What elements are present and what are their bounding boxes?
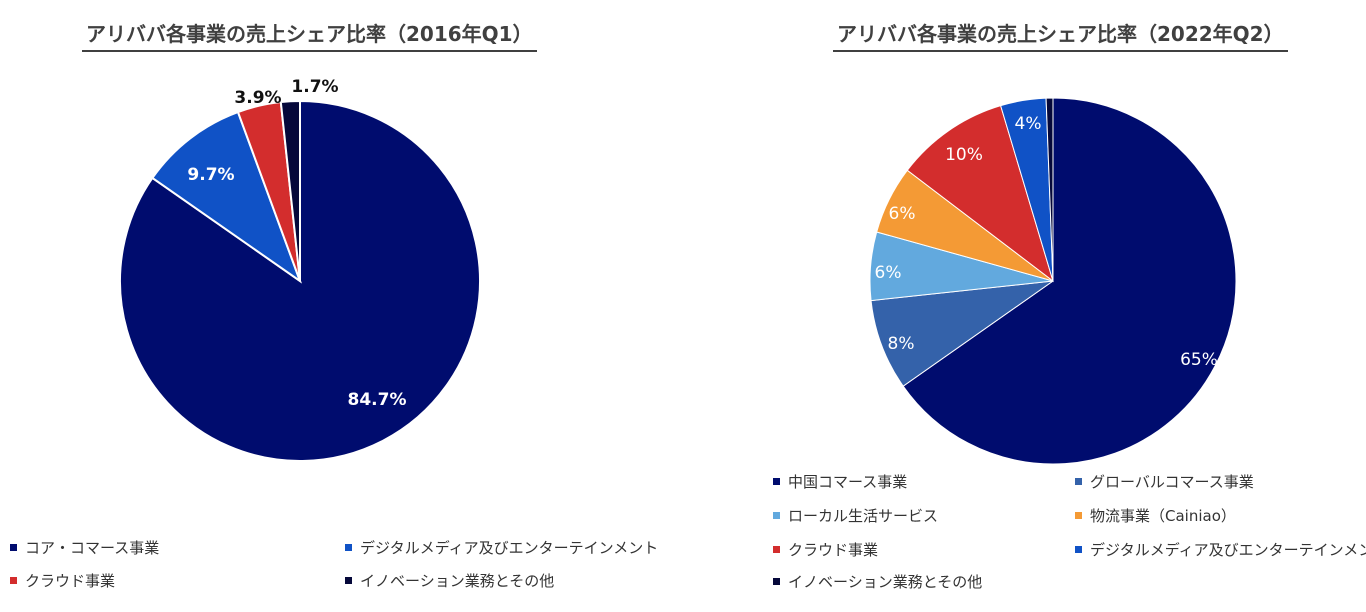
data-label-2022-0: 65% [1180,350,1218,370]
legend-item: ローカル生活サービス [773,505,938,526]
legend-label: 中国コマース事業 [788,473,908,491]
legend-label: コア・コマース事業 [25,539,160,557]
legend-swatch [773,578,780,585]
legend-label: グローバルコマース事業 [1090,473,1254,491]
data-label-2016-2: 3.9% [234,88,281,108]
legend-swatch [773,512,780,519]
pie-slice-2022-4 [906,105,1054,283]
legend-item: イノベーション業務とその他 [773,571,982,592]
legend-label: クラウド事業 [25,572,116,590]
legend-swatch [1075,512,1082,519]
legend-item: デジタルメディア及びエンターテインメント [345,537,658,558]
pie-slice-2016-3 [279,99,301,282]
pie-slice-2022-0 [902,97,1237,465]
legend-label: デジタルメディア及びエンターテインメント [1090,541,1366,559]
legend-item: 中国コマース事業 [773,471,907,492]
legend-label: デジタルメディア及びエンターテインメント [360,539,659,557]
data-label-2016-1: 9.7% [187,165,234,185]
legend-item: クラウド事業 [10,570,115,591]
legend-swatch [773,478,780,485]
chart-title-2022: アリババ各事業の売上シェア比率（2022年Q2） [833,20,1288,52]
data-label-2022-5: 4% [1015,114,1042,134]
legend-label: ローカル生活サービス [788,507,939,525]
legend-swatch [345,544,352,551]
legend-item: 物流事業（Cainiao） [1075,505,1236,526]
pie-slice-2022-6 [1045,97,1054,282]
legend-label: イノベーション業務とその他 [360,572,555,590]
data-label-2022-2: 6% [875,263,902,283]
legend-item: デジタルメディア及びエンターテインメント [1075,539,1366,560]
pie-chart-2022: 65% 8% 6% 6% 10% 4% [869,97,1237,465]
chart-panel-2022: アリババ各事業の売上シェア比率（2022年Q2） 65% 8% 6% 6% 10% 4% … [683,0,1366,612]
legend-swatch [773,546,780,553]
data-label-2016-3: 1.7% [291,77,338,97]
chart-title-2016: アリババ各事業の売上シェア比率（2016年Q1） [82,20,537,52]
legend-item: クラウド事業 [773,539,878,560]
legend-item: コア・コマース事業 [10,537,159,558]
legend-label: クラウド事業 [788,541,879,559]
legend-label: イノベーション業務とその他 [788,573,983,591]
data-label-2022-1: 8% [888,334,915,354]
legend-swatch [10,577,17,584]
pie-slice-2016-1 [151,110,303,284]
data-label-2022-3: 6% [889,204,916,224]
legend-swatch [1075,546,1082,553]
legend-label: 物流事業（Cainiao） [1090,507,1236,525]
chart-panel-2016: アリババ各事業の売上シェア比率（2016年Q1） 84.7% 9.7% 3.9% 1.… [10,20,658,591]
data-label-2022-4: 10% [945,145,983,165]
legend-item: グローバルコマース事業 [1075,471,1254,492]
legend-swatch [10,544,17,551]
pie-slice-2022-1 [870,280,1054,387]
legend-item: イノベーション業務とその他 [345,570,554,591]
data-label-2016-0: 84.7% [348,390,407,410]
legend-swatch [1075,478,1082,485]
legend-swatch [345,577,352,584]
pie-chart-2016: 84.7% 9.7% 3.9% 1.7% [119,77,481,462]
